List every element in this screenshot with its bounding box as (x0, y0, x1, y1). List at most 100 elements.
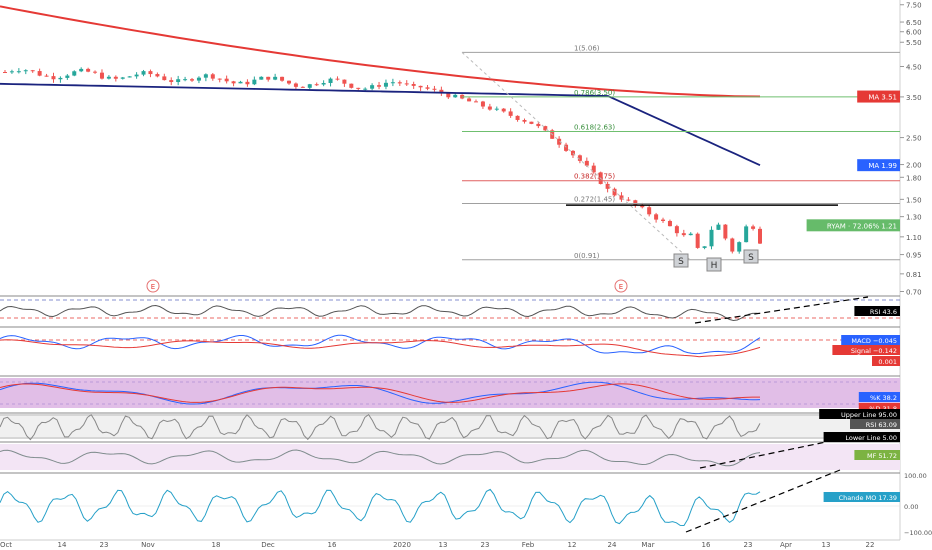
candle-body (695, 233, 700, 248)
indicator-badge-label: Signal −0.142 (851, 347, 897, 355)
time-axis-label: 23 (744, 541, 753, 549)
candle-body (730, 238, 735, 252)
cmo-axis-label: 0.00 (904, 503, 918, 511)
price-tick-label: 6.00 (906, 29, 922, 37)
candle-body (487, 106, 492, 110)
candle-body (245, 81, 250, 85)
candle-body (120, 77, 125, 79)
candle-body (480, 101, 485, 107)
candle-body (37, 71, 42, 76)
candle-body (307, 84, 312, 88)
indicator-badge (850, 419, 900, 429)
candle-body (404, 83, 409, 85)
indicator-badge (832, 345, 900, 355)
price-axis: 7.50 6.50 6.00 5.50 4.50 3.50 2.50 2.00 1.80 1.50… (900, 2, 922, 296)
candle-body (113, 76, 118, 79)
candle-body (162, 76, 167, 81)
mfi-pane (0, 441, 900, 470)
indicator-badge-label: Upper Line 95.00 (841, 411, 897, 419)
candle-body (737, 242, 742, 252)
pattern-label-box (706, 257, 722, 272)
candle-body (23, 70, 28, 72)
candle-body (183, 79, 188, 81)
candle-body (674, 226, 679, 234)
price-tick-label: 0.70 (906, 288, 922, 296)
event-marker (614, 279, 628, 293)
candle-body (58, 77, 63, 80)
indicator-badge-label: RSI 63.09 (866, 421, 897, 429)
price-tick-label: 1.50 (906, 196, 922, 204)
candle-body (633, 200, 638, 206)
fib-level-label: 0.618(2.63) (574, 123, 615, 131)
candle-body (397, 82, 402, 84)
time-axis-label: Mar (641, 541, 654, 549)
candle-body (259, 76, 264, 80)
price-tick-label: 0.81 (906, 271, 922, 279)
candle-body (584, 160, 589, 166)
time-axis-label: Apr (780, 541, 792, 549)
candle-body (30, 70, 35, 72)
indicator-badge (823, 432, 900, 442)
price-badge (806, 219, 900, 232)
indicator-badge (819, 409, 900, 419)
candle-body (169, 80, 174, 83)
candle-body (570, 150, 575, 156)
crsi-line (0, 413, 761, 441)
candle-body (543, 126, 548, 131)
price-tick-label: 4.50 (906, 64, 922, 72)
candle-body (453, 94, 458, 98)
candle-body (210, 74, 215, 79)
candle-body (238, 81, 243, 84)
candle-body (654, 214, 659, 220)
time-axis-label: 16 (328, 541, 337, 549)
indicator-badge (872, 356, 900, 366)
time-axis: Oct 14 23 Nov 18 Dec 16 2020 13 23 Feb 12 24 Mar 16 23 A… (0, 539, 900, 549)
candle-body (356, 87, 361, 89)
candle-body (751, 226, 756, 229)
fib-level-label: 0.786(3.50) (574, 89, 615, 97)
price-tick-label: 6.50 (906, 19, 922, 27)
candle-body (203, 74, 208, 78)
candle-body (515, 115, 520, 120)
event-marker-label: E (619, 283, 623, 291)
candle-body (474, 101, 479, 103)
candle-body (106, 76, 111, 79)
time-axis-label: 18 (212, 541, 221, 549)
candle-body (51, 76, 56, 80)
candle-body (647, 207, 652, 215)
candle-body (9, 71, 14, 73)
rsi-line (0, 304, 761, 322)
stoch-d-line (0, 383, 760, 403)
candle-body (501, 108, 506, 112)
candle-body (266, 76, 271, 80)
rsi-trendline (694, 296, 869, 324)
price-tick-label: 1.10 (906, 234, 922, 242)
candle-body (65, 75, 70, 78)
candle-body (224, 78, 229, 82)
price-tick-label: 0.95 (906, 252, 922, 260)
ma-red-line (0, 5, 761, 98)
time-axis-label: Oct (0, 541, 12, 549)
pattern-label: S (748, 253, 754, 263)
fib-level-label: 0.382(1.75) (574, 173, 615, 181)
pane-band (0, 444, 900, 470)
time-axis-label: 13 (822, 541, 831, 549)
candle-body (446, 93, 451, 98)
indicator-badge-label: MACD −0.045 (851, 337, 897, 345)
indicator-badge (841, 335, 900, 345)
price-badge-label: RYAM · 72.06% 1.21 (827, 222, 897, 230)
indicator-badge (858, 403, 900, 413)
candle-body (390, 82, 395, 84)
cmo-trendline (685, 469, 841, 533)
fib-level-label: 0.272(1.45) (574, 195, 615, 203)
indicator-badge-label: %K 38.2 (870, 394, 897, 402)
candle-body (418, 85, 423, 88)
price-badge (857, 90, 900, 103)
event-marker-label: E (151, 283, 155, 291)
candle-body (217, 78, 222, 80)
candle-body (425, 87, 430, 89)
candle-body (99, 72, 104, 79)
candle-body (349, 83, 354, 88)
crsi-pane (0, 412, 900, 441)
candle-body (86, 68, 91, 72)
